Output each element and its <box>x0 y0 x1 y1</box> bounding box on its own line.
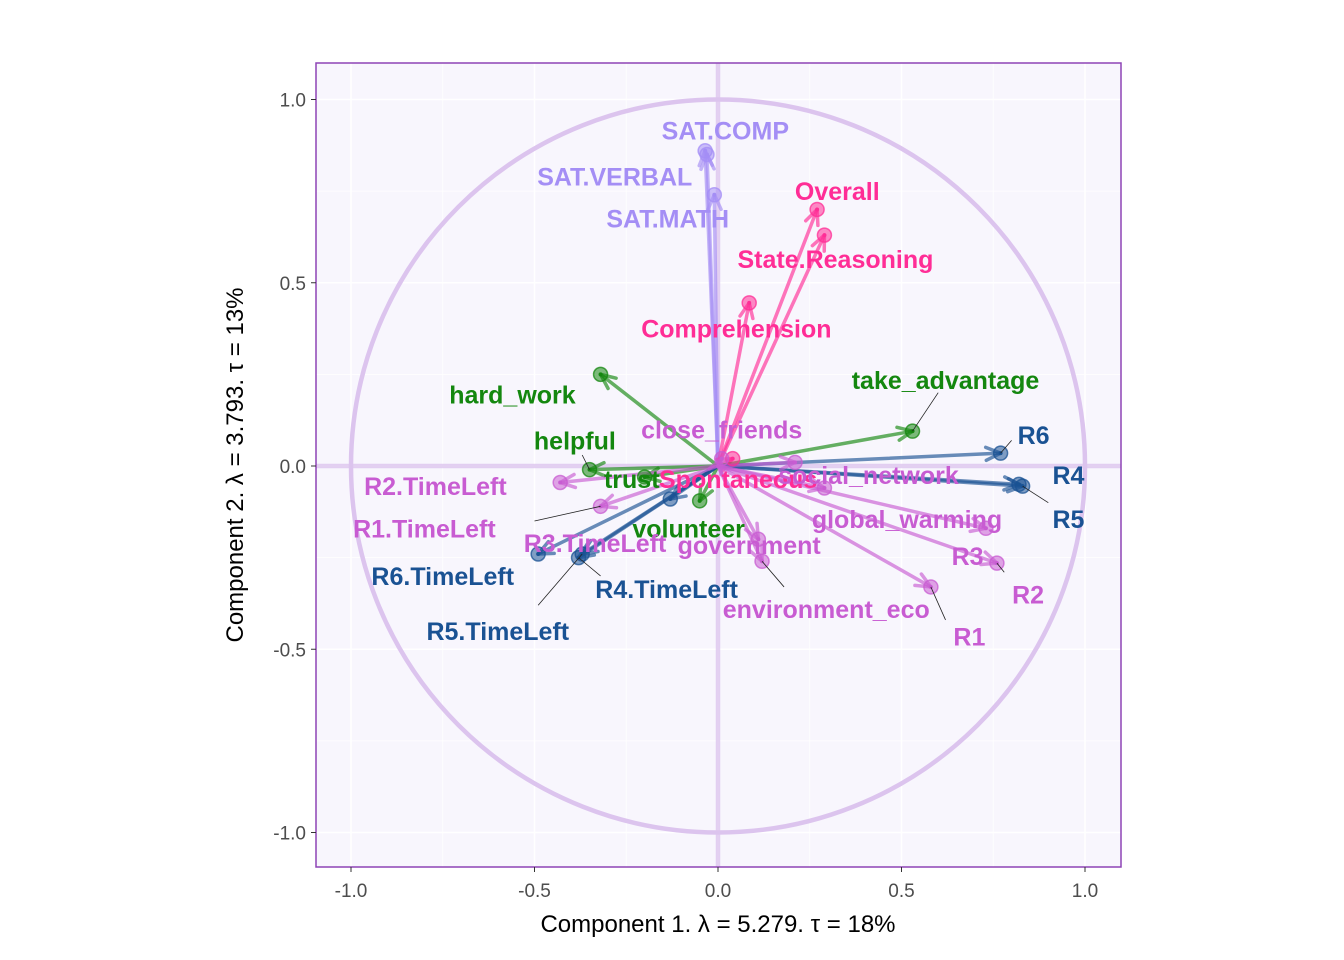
point-center-social-network <box>793 460 798 465</box>
leader-line <box>534 505 601 522</box>
label-overall: Overall <box>795 178 880 206</box>
arrow-government <box>716 464 761 542</box>
arrow-r5 <box>716 464 1025 488</box>
label-volunteer: volunteer <box>632 515 745 543</box>
x-axis-ticks: -1.0 -0.5 0.0 0.5 1.0 <box>335 867 1098 902</box>
point-center-r3-timeleft <box>668 496 673 501</box>
arrow-r3-timeleft <box>668 464 720 501</box>
arrow-state-reasoning <box>716 233 827 468</box>
point-center-r3 <box>983 526 988 531</box>
label-r2-timeleft: R2.TimeLeft <box>364 473 507 501</box>
point-center-government <box>756 537 761 542</box>
point-center-volunteer <box>697 498 702 503</box>
y-axis-ticks: 1.0 0.5 0.0 -0.5 -1.0 <box>273 91 316 845</box>
y-tick-label: -0.5 <box>273 640 306 661</box>
label-helpful: helpful <box>534 427 616 455</box>
arrow-r6-timeleft <box>536 464 720 556</box>
label-close-friends: close_friends <box>641 416 802 444</box>
point-center-r6-timeleft <box>536 551 541 556</box>
y-axis-title: Component 2. λ = 3.793. τ = 13% <box>222 287 249 642</box>
label-r4: R4 <box>1053 462 1085 490</box>
x-tick-label: -1.0 <box>335 881 368 902</box>
arrow-hard-work <box>598 372 720 468</box>
point-center-state-reasoning <box>822 233 827 238</box>
label-r4-timeleft: R4.TimeLeft <box>595 576 738 604</box>
x-axis-title: Component 1. λ = 5.279. τ = 18% <box>540 911 895 938</box>
point-center-sat-verbal <box>704 152 709 157</box>
label-take-advantage: take_advantage <box>852 367 1040 395</box>
label-r6: R6 <box>1018 422 1050 450</box>
y-tick-label: -1.0 <box>273 824 306 845</box>
point-center-sat-math <box>712 192 717 197</box>
x-tick-label: 1.0 <box>1072 881 1098 902</box>
variable-labels: SAT.COMP SAT.VERBAL SAT.MATH Overall State.R… <box>353 118 1084 652</box>
label-spontaneous: Spontaneous <box>659 466 817 494</box>
arrow-r1 <box>716 464 933 589</box>
arrow-overall <box>716 207 819 468</box>
loading-arrows <box>536 149 1025 589</box>
y-tick-label: 1.0 <box>280 91 306 112</box>
label-r5-timeleft: R5.TimeLeft <box>426 618 569 646</box>
label-sat-math: SAT.MATH <box>606 206 729 234</box>
leader-line <box>761 561 785 588</box>
leader-line <box>578 557 601 577</box>
x-tick-label: 0.0 <box>705 881 731 902</box>
label-comprehension: Comprehension <box>641 316 831 344</box>
leader-line <box>996 562 1005 573</box>
point-center-close-friends <box>719 456 724 461</box>
label-r6-timeleft: R6.TimeLeft <box>371 563 514 591</box>
point-center-global-warming <box>822 485 827 490</box>
label-leader-lines <box>534 392 1049 621</box>
leader-line <box>1022 485 1049 503</box>
point-center-hard-work <box>598 372 603 377</box>
label-sat-verbal: SAT.VERBAL <box>537 163 692 191</box>
label-state-reasoning: State.Reasoning <box>738 246 934 274</box>
arrow-r2 <box>716 464 999 565</box>
label-r3-timeleft: R3.TimeLeft <box>524 530 667 558</box>
arrow-sat-math <box>712 193 720 468</box>
point-center-comprehension <box>747 300 752 305</box>
leader-line <box>581 454 590 470</box>
x-tick-label: 0.5 <box>888 881 914 902</box>
arrow-comprehension <box>716 301 751 468</box>
point-center-spontaneous <box>730 456 735 461</box>
x-tick-label: -0.5 <box>518 881 551 902</box>
label-government: government <box>678 532 822 560</box>
arrow-r1-timeleft <box>598 464 720 509</box>
leader-line <box>1000 440 1012 454</box>
arrow-take-advantage <box>716 429 915 468</box>
label-global-warming: global_warming <box>812 506 1002 534</box>
label-r1-timeleft: R1.TimeLeft <box>353 515 496 543</box>
y-tick-label: 0.0 <box>280 457 306 478</box>
y-tick-label: 0.5 <box>280 274 306 295</box>
point-center-r2-timeleft <box>558 480 563 485</box>
label-social-network: social_network <box>778 462 959 490</box>
label-r5: R5 <box>1053 506 1085 534</box>
point-center-trust <box>642 474 647 479</box>
leader-line <box>930 586 946 621</box>
label-environment-eco: environment_eco <box>723 596 930 624</box>
leader-line <box>537 553 583 606</box>
label-r3: R3 <box>952 543 984 571</box>
label-r1: R1 <box>953 623 985 651</box>
label-hard-work: hard_work <box>449 382 576 410</box>
arrow-r3 <box>716 464 988 531</box>
label-trust: trust <box>604 466 660 494</box>
leader-line <box>912 392 939 432</box>
label-sat-comp: SAT.COMP <box>662 118 789 146</box>
point-center-overall <box>815 207 820 212</box>
label-r2: R2 <box>1012 581 1044 609</box>
